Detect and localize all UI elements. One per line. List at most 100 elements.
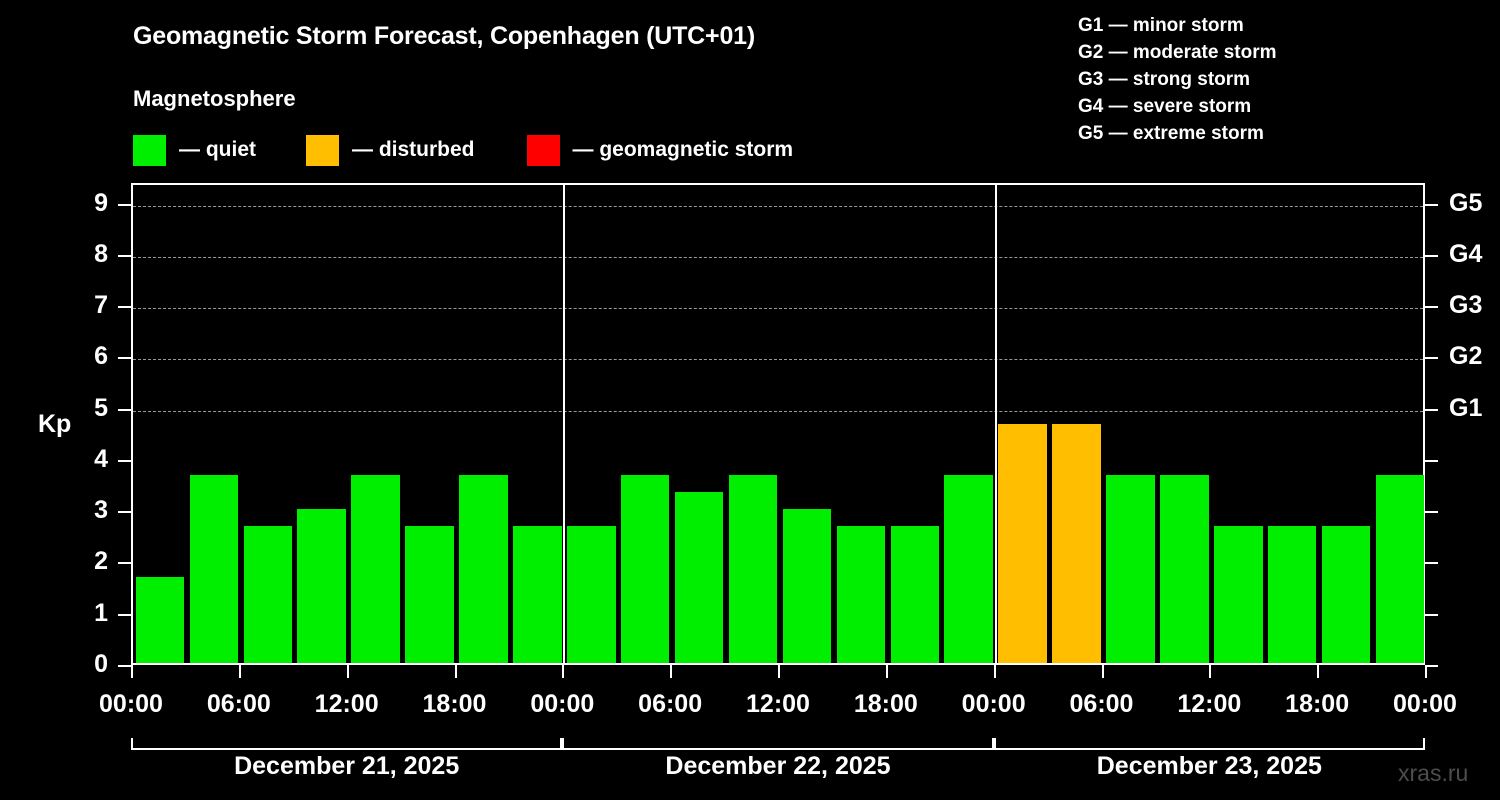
x-tick-label-2: 12:00 — [314, 690, 379, 718]
bar-quiet[interactable] — [674, 492, 724, 663]
bar-quiet[interactable] — [1214, 526, 1263, 663]
g-axis-tick-6 — [1425, 357, 1438, 360]
x-tick-8 — [993, 665, 996, 678]
x-tick-label-9: 06:00 — [1069, 690, 1134, 718]
bar-quiet[interactable] — [567, 526, 616, 663]
y-tick-label-2: 2 — [94, 547, 108, 576]
g-scale-line-3: G3 — strong storm — [1078, 69, 1251, 90]
bar-quiet[interactable] — [1375, 474, 1425, 663]
bar-quiet[interactable] — [836, 526, 886, 663]
x-tick-label-8: 00:00 — [961, 690, 1026, 718]
bar-disturbed[interactable] — [1052, 423, 1101, 663]
y-tick-label-5: 5 — [94, 393, 108, 422]
bar-quiet[interactable] — [1160, 474, 1209, 663]
bar-quiet[interactable] — [728, 474, 778, 663]
day-label-1: December 21, 2025 — [234, 752, 460, 780]
y-tick-1 — [118, 613, 131, 616]
bar-quiet[interactable] — [243, 526, 293, 663]
bar-quiet[interactable] — [620, 474, 670, 663]
bar-quiet[interactable] — [944, 474, 993, 663]
y-tick-label-1: 1 — [94, 598, 108, 627]
legend-label-storm: — geomagnetic storm — [572, 138, 794, 161]
bar-quiet[interactable] — [1321, 526, 1371, 663]
gridline-kp-8 — [133, 256, 1423, 258]
bar-quiet[interactable] — [405, 526, 454, 663]
bar-quiet[interactable] — [890, 526, 940, 663]
x-tick-0 — [131, 665, 133, 678]
bar-quiet[interactable] — [135, 577, 185, 663]
gridline-kp-6 — [133, 359, 1423, 361]
y-tick-label-3: 3 — [94, 496, 108, 525]
y-tick-label-8: 8 — [94, 239, 108, 268]
bar-quiet[interactable] — [351, 474, 400, 663]
legend-swatch-storm — [526, 134, 560, 166]
y-tick-label-0: 0 — [94, 650, 108, 678]
y-tick-0 — [118, 665, 131, 667]
x-tick-label-6: 12:00 — [746, 690, 810, 718]
day-separator-2 — [994, 185, 997, 663]
day-separator-1 — [563, 185, 566, 663]
y-tick-5 — [118, 408, 131, 411]
gridline-kp-9 — [133, 205, 1423, 207]
gridlines — [133, 185, 1423, 663]
g-scale-line-1: G1 — minor storm — [1078, 15, 1244, 36]
x-tick-3 — [454, 665, 457, 678]
x-tick-9 — [1101, 665, 1104, 678]
bar-quiet[interactable] — [782, 509, 832, 663]
gridline-kp-5 — [133, 410, 1423, 412]
bar-disturbed[interactable] — [998, 423, 1047, 663]
x-tick-6 — [778, 665, 780, 678]
g-axis-tick-3 — [1425, 511, 1438, 514]
x-tick-12 — [1425, 665, 1427, 678]
x-tick-label-11: 18:00 — [1285, 690, 1350, 718]
bar-quiet[interactable] — [459, 474, 508, 663]
legend-swatch-quiet — [133, 134, 166, 166]
legend-item-disturbed: — disturbed — [306, 134, 475, 166]
g-axis-tick-9 — [1425, 203, 1438, 206]
bar-quiet[interactable] — [1267, 526, 1317, 663]
g-axis-label-G1: G1 — [1449, 393, 1483, 422]
day-label-2: December 22, 2025 — [665, 752, 891, 780]
x-tick-10 — [1209, 665, 1212, 678]
g-axis-label-G4: G4 — [1449, 239, 1483, 268]
y-tick-7 — [118, 306, 131, 309]
x-tick-1 — [238, 665, 241, 678]
g-axis-label-G2: G2 — [1449, 342, 1483, 371]
day-bracket-1 — [131, 738, 563, 750]
bar-quiet[interactable] — [1106, 474, 1155, 663]
legend-label-quiet: — quiet — [179, 138, 256, 161]
bar-quiet[interactable] — [189, 474, 239, 663]
x-tick-4 — [562, 665, 565, 678]
bar-quiet[interactable] — [297, 509, 346, 663]
g-scale-line-2: G2 — moderate storm — [1078, 42, 1277, 63]
y-tick-label-7: 7 — [94, 291, 108, 320]
y-tick-8 — [118, 254, 131, 257]
y-tick-label-9: 9 — [94, 188, 108, 217]
day-bracket-3 — [993, 738, 1425, 750]
y-tick-label-6: 6 — [94, 342, 108, 371]
x-tick-5 — [670, 665, 673, 678]
x-tick-label-0: 00:00 — [99, 690, 163, 718]
x-tick-label-4: 00:00 — [530, 690, 595, 718]
legend-label-disturbed: — disturbed — [352, 138, 475, 161]
y-tick-2 — [118, 562, 131, 565]
y-tick-9 — [118, 203, 131, 206]
g-scale-line-4: G4 — severe storm — [1078, 96, 1252, 117]
y-tick-label-4: 4 — [94, 444, 108, 473]
g-axis-tick-7 — [1425, 306, 1438, 309]
legend-item-storm: — geomagnetic storm — [526, 134, 794, 166]
y-tick-4 — [118, 459, 131, 462]
page-title: Geomagnetic Storm Forecast, Copenhagen (… — [133, 22, 755, 50]
bar-series — [133, 185, 1425, 663]
watermark: xras.ru — [1398, 760, 1469, 786]
x-tick-label-5: 06:00 — [638, 690, 703, 718]
x-tick-11 — [1317, 665, 1320, 678]
g-axis-tick-4 — [1425, 459, 1438, 462]
x-tick-label-1: 06:00 — [206, 690, 271, 718]
g-axis-tick-5 — [1425, 408, 1438, 411]
y-axis-title: Kp — [38, 410, 72, 438]
g-axis-label-G3: G3 — [1449, 291, 1483, 320]
x-tick-label-12: 00:00 — [1393, 690, 1457, 718]
day-label-3: December 23, 2025 — [1096, 752, 1322, 780]
bar-quiet[interactable] — [513, 526, 562, 663]
